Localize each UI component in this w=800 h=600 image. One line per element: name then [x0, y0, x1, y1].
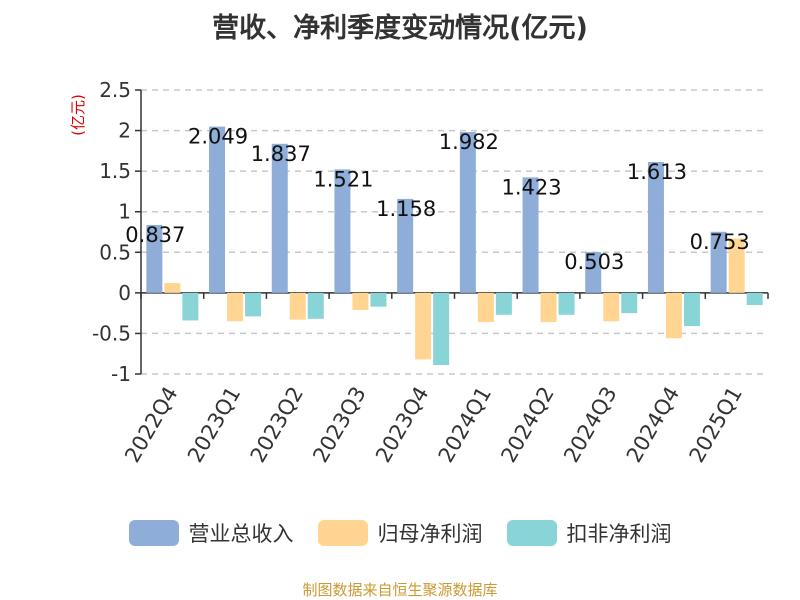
- y-tick-label: 2.5: [99, 78, 131, 102]
- bar-2023Q2-s0: [271, 143, 288, 293]
- bar-2025Q1-s1: [728, 238, 745, 293]
- x-tick-label: 2022Q4: [120, 383, 182, 467]
- source-note: 制图数据来自恒生聚源数据库: [302, 581, 498, 599]
- bar-2023Q3-s1: [352, 292, 369, 310]
- y-tick-label: 0: [118, 281, 131, 305]
- x-tick-label: 2024Q2: [496, 383, 558, 467]
- legend-item[interactable]: 营业总收入: [128, 518, 294, 548]
- x-tick-label: 2023Q4: [371, 383, 433, 467]
- bar-2023Q4-s1: [415, 292, 432, 360]
- x-tick-label: 2025Q1: [685, 383, 747, 467]
- legend-swatch: [128, 520, 179, 546]
- bar-2024Q4-s1: [665, 292, 682, 339]
- legend: 营业总收入 归母净利润 扣非净利润: [0, 518, 800, 548]
- x-tick-label: 2023Q2: [246, 383, 308, 467]
- bar-2023Q1-s0: [209, 126, 226, 293]
- bar-2024Q4-s2: [683, 292, 700, 327]
- data-label: 1.982: [439, 130, 499, 154]
- y-tick-label: 1.5: [99, 159, 131, 183]
- bar-2023Q2-s2: [307, 292, 324, 319]
- data-label: 1.613: [627, 160, 687, 184]
- x-tick-label: 2024Q3: [559, 383, 621, 467]
- bar-2022Q4-s1: [164, 283, 181, 293]
- legend-label: 营业总收入: [188, 522, 294, 546]
- bar-2024Q4-s0: [647, 161, 664, 293]
- bar-2024Q1-s1: [477, 292, 494, 323]
- legend-item[interactable]: 扣非净利润: [506, 518, 672, 548]
- bar-2024Q3-s1: [603, 292, 620, 322]
- data-label: 1.423: [501, 175, 561, 199]
- bar-2024Q1-s2: [495, 292, 512, 315]
- bar-2025Q1-s2: [746, 292, 763, 306]
- data-label: 0.837: [125, 223, 185, 247]
- bar-2024Q2-s0: [522, 177, 539, 293]
- data-label: 1.158: [376, 197, 436, 221]
- bar-2022Q4-s0: [146, 224, 163, 293]
- data-label: 1.837: [251, 142, 311, 166]
- legend-label: 扣非净利润: [566, 522, 672, 546]
- bar-2023Q3-s0: [334, 169, 351, 293]
- bar-2023Q1-s1: [227, 292, 244, 322]
- bar-2022Q4-s2: [182, 292, 199, 321]
- bar-2025Q1-s0: [710, 231, 727, 293]
- bar-2023Q1-s2: [245, 292, 262, 317]
- x-tick-label: 2024Q1: [434, 383, 496, 467]
- bar-2024Q2-s2: [558, 292, 575, 315]
- y-tick-label: 2: [118, 119, 131, 143]
- bar-2024Q2-s1: [540, 292, 557, 323]
- legend-swatch: [317, 520, 368, 546]
- bar-2023Q3-s2: [370, 292, 387, 307]
- data-label: 1.521: [313, 167, 373, 191]
- y-tick-label: -0.5: [92, 321, 131, 345]
- data-label: 2.049: [188, 125, 248, 149]
- data-label: 0.503: [564, 250, 624, 274]
- legend-label: 归母净利润: [377, 522, 483, 546]
- bar-2023Q2-s1: [289, 292, 306, 320]
- bar-2023Q4-s2: [433, 292, 450, 366]
- y-tick-label: 1: [118, 200, 131, 224]
- legend-swatch: [506, 520, 557, 546]
- x-tick-label: 2023Q1: [183, 383, 245, 467]
- y-tick-label: 0.5: [99, 240, 131, 264]
- x-tick-label: 2024Q4: [622, 383, 684, 467]
- bar-2024Q3-s0: [585, 252, 602, 293]
- x-tick-label: 2023Q3: [308, 383, 370, 467]
- chart-title: 营收、净利季度变动情况(亿元): [212, 13, 588, 44]
- y-axis-label: (亿元): [69, 94, 87, 136]
- y-tick-label: -1: [111, 362, 131, 386]
- bar-2024Q1-s0: [459, 132, 476, 293]
- bar-2024Q3-s2: [621, 292, 638, 314]
- bar-2023Q4-s0: [397, 198, 414, 293]
- legend-item[interactable]: 归母净利润: [317, 518, 483, 548]
- data-label: 0.753: [690, 230, 750, 254]
